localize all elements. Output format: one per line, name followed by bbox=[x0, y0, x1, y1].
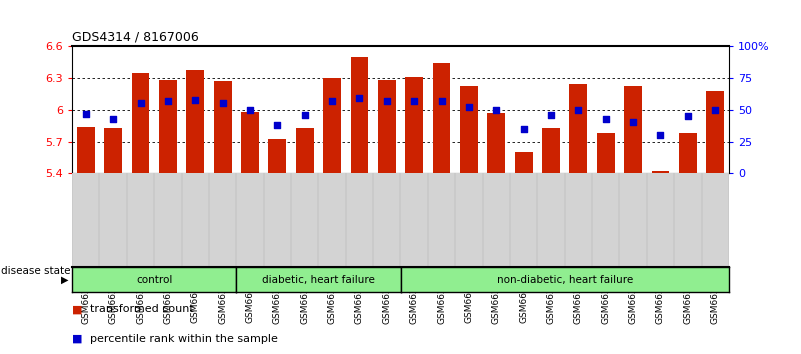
Text: ■: ■ bbox=[72, 333, 83, 343]
Point bbox=[435, 98, 448, 104]
Bar bbox=[651, 171, 670, 173]
Point bbox=[599, 116, 612, 121]
Bar bbox=[542, 128, 560, 173]
Point bbox=[626, 120, 639, 125]
Point bbox=[79, 111, 92, 116]
Bar bbox=[624, 86, 642, 173]
Bar bbox=[487, 113, 505, 173]
Point bbox=[244, 107, 256, 113]
Text: transformed count: transformed count bbox=[90, 304, 194, 314]
Bar bbox=[323, 78, 341, 173]
Bar bbox=[104, 128, 122, 173]
Point bbox=[271, 122, 284, 128]
Bar bbox=[351, 57, 368, 173]
Bar bbox=[405, 77, 423, 173]
Point bbox=[353, 96, 366, 101]
Point bbox=[189, 97, 202, 102]
Bar bbox=[241, 112, 259, 173]
Bar bbox=[214, 81, 231, 173]
Text: non-diabetic, heart failure: non-diabetic, heart failure bbox=[497, 275, 633, 285]
Bar bbox=[131, 73, 150, 173]
Bar bbox=[460, 86, 478, 173]
Point bbox=[462, 104, 475, 110]
Point bbox=[134, 101, 147, 106]
Point bbox=[654, 132, 667, 138]
Bar bbox=[268, 139, 286, 173]
Text: ▶: ▶ bbox=[61, 275, 68, 285]
Point bbox=[326, 98, 339, 104]
Point bbox=[408, 98, 421, 104]
Text: GDS4314 / 8167006: GDS4314 / 8167006 bbox=[72, 30, 199, 44]
Point bbox=[216, 101, 229, 106]
Point bbox=[709, 107, 722, 113]
Point bbox=[490, 107, 503, 113]
Bar bbox=[706, 91, 724, 173]
Point bbox=[298, 112, 311, 118]
Point bbox=[682, 113, 694, 119]
Point bbox=[162, 98, 175, 104]
Point bbox=[545, 112, 557, 118]
Bar bbox=[679, 133, 697, 173]
Bar bbox=[597, 133, 614, 173]
Text: diabetic, heart failure: diabetic, heart failure bbox=[262, 275, 375, 285]
Point bbox=[572, 107, 585, 113]
Text: ■: ■ bbox=[72, 304, 83, 314]
Text: disease state: disease state bbox=[1, 266, 70, 276]
Bar bbox=[570, 84, 587, 173]
Text: control: control bbox=[136, 275, 172, 285]
Text: percentile rank within the sample: percentile rank within the sample bbox=[90, 333, 278, 343]
Bar bbox=[296, 128, 314, 173]
Bar bbox=[433, 63, 450, 173]
Bar bbox=[515, 152, 533, 173]
Point bbox=[380, 98, 393, 104]
Bar bbox=[187, 70, 204, 173]
Point bbox=[517, 126, 530, 132]
Bar bbox=[378, 80, 396, 173]
Point bbox=[107, 116, 119, 121]
Bar bbox=[77, 127, 95, 173]
Bar bbox=[159, 80, 177, 173]
